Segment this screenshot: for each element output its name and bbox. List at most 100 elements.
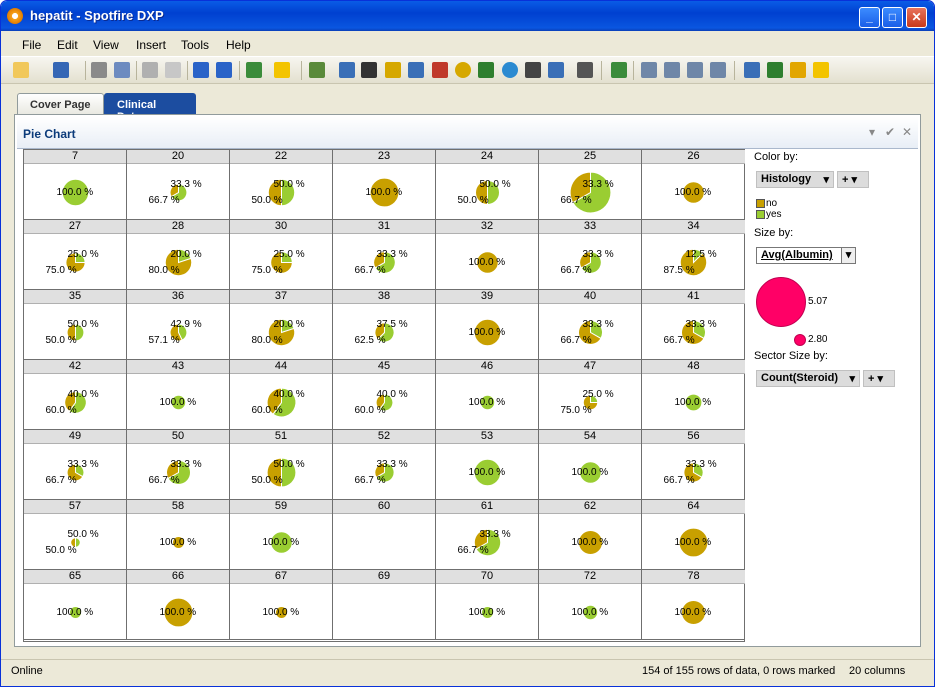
map-chart-icon[interactable] (502, 62, 518, 78)
pie-chart[interactable] (24, 304, 127, 359)
pie-chart[interactable] (539, 234, 642, 289)
pie-slice-no[interactable] (275, 606, 288, 619)
pie-slice-no[interactable] (678, 527, 709, 558)
pie-chart[interactable] (436, 584, 539, 639)
pie-slice-yes[interactable] (378, 393, 394, 412)
pie-slice-no[interactable] (369, 177, 400, 208)
reset-icon[interactable] (246, 62, 262, 78)
trellis-panel[interactable]: 57 50.0 % 50.0 % (24, 500, 127, 570)
menu-edit[interactable]: Edit (57, 38, 78, 52)
pie-chart[interactable] (642, 514, 745, 569)
pie-slice-yes[interactable] (167, 459, 191, 485)
trellis-pie-grid[interactable]: 7 100.0 % 20 33.3 % 66.7 % 22 50.0 % 50.0 % 23 10… (23, 149, 745, 642)
text-area-icon[interactable] (577, 62, 593, 78)
pie-slice-yes[interactable] (487, 179, 500, 206)
pie-slice-no[interactable] (169, 323, 183, 342)
trellis-panel[interactable]: 34 12.5 % 87.5 % (642, 220, 745, 290)
trellis-panel[interactable]: 48 100.0 % (642, 360, 745, 430)
pie-slice-no[interactable] (70, 537, 76, 548)
trellis-panel[interactable]: 42 40.0 % 60.0 % (24, 360, 127, 430)
pie-slice-no[interactable] (475, 179, 488, 206)
tag-icon[interactable] (790, 62, 806, 78)
trellis-panel[interactable]: 25 33.3 % 66.7 % (539, 150, 642, 220)
pie-chart[interactable] (539, 164, 642, 219)
pie-slice-yes[interactable] (375, 462, 395, 483)
box-plot-icon[interactable] (525, 62, 541, 78)
pie-slice-yes[interactable] (377, 322, 395, 343)
redo-icon[interactable] (216, 62, 232, 78)
pie-slice-yes[interactable] (479, 394, 496, 411)
pie-slice-no[interactable] (681, 319, 705, 345)
trellis-panel[interactable]: 40 33.3 % 66.7 % (539, 290, 642, 360)
trellis-panel[interactable]: 65 100.0 % (24, 570, 127, 640)
pie-chart[interactable] (333, 234, 436, 289)
pie-chart[interactable] (642, 444, 745, 499)
pie-slice-yes[interactable] (579, 461, 602, 484)
trellis-panel[interactable]: 45 40.0 % 60.0 % (333, 360, 436, 430)
pie-slice-no[interactable] (267, 178, 282, 207)
trellis-panel[interactable]: 24 50.0 % 50.0 % (436, 150, 539, 220)
pie-slice-yes[interactable] (68, 391, 87, 414)
pie-slice-no[interactable] (681, 600, 706, 625)
trellis-panel[interactable]: 23 100.0 % (333, 150, 436, 220)
save-icon[interactable] (53, 62, 69, 78)
pie-chart[interactable] (436, 444, 539, 499)
viz-close-icon[interactable]: ✕ (902, 125, 913, 139)
pie-slice-yes[interactable] (272, 387, 297, 418)
pie-slice-no[interactable] (679, 248, 708, 277)
trellis-panel[interactable]: 58 100.0 % (127, 500, 230, 570)
pie-slice-yes[interactable] (69, 606, 82, 619)
pie-chart[interactable] (642, 234, 745, 289)
trellis-panel[interactable]: 70 100.0 % (436, 570, 539, 640)
pie-slice-yes[interactable] (582, 604, 599, 621)
pie-slice-yes[interactable] (281, 178, 296, 207)
pie-chart[interactable] (642, 304, 745, 359)
pie-chart[interactable] (642, 374, 745, 429)
trellis-panel[interactable]: 61 33.3 % 66.7 % (436, 500, 539, 570)
combination-chart-icon[interactable] (432, 62, 448, 78)
pie-slice-no[interactable] (579, 251, 591, 269)
pie-chart[interactable] (24, 584, 127, 639)
maximize-button[interactable]: □ (882, 7, 903, 28)
copy-icon[interactable] (142, 62, 158, 78)
trellis-panel[interactable]: 78 100.0 % (642, 570, 745, 640)
trellis-panel[interactable]: 27 25.0 % 75.0 % (24, 220, 127, 290)
close-button[interactable]: ✕ (906, 7, 927, 28)
size-by-selector[interactable]: Avg(Albumin) ▾ (756, 247, 856, 264)
pie-chart[interactable] (24, 444, 127, 499)
pie-slice-no[interactable] (270, 251, 293, 274)
pie-chart[interactable] (333, 444, 436, 499)
sector-by-add-button[interactable]: + ▾ (863, 370, 895, 387)
color-by-add-button[interactable]: + ▾ (837, 171, 869, 188)
pie-slice-no[interactable] (266, 387, 282, 415)
pie-slice-yes[interactable] (481, 606, 494, 619)
trellis-panel[interactable]: 46 100.0 % (436, 360, 539, 430)
pie-chart[interactable] (24, 374, 127, 429)
trellis-panel[interactable]: 69 (333, 570, 436, 640)
menu-insert[interactable]: Insert (136, 38, 167, 52)
pie-slice-no[interactable] (578, 319, 602, 345)
pie-slice-yes[interactable] (170, 394, 187, 411)
trellis-panel[interactable]: 66 100.0 % (127, 570, 230, 640)
pie-chart[interactable] (127, 514, 230, 569)
pie-slice-yes[interactable] (473, 458, 502, 487)
summary-table-icon[interactable] (548, 62, 564, 78)
pie-slice-no[interactable] (66, 463, 84, 482)
sector-by-selector[interactable]: Count(Steroid) ▾ (756, 370, 860, 387)
pie-slice-yes[interactable] (75, 323, 85, 342)
pie-slice-no[interactable] (266, 457, 282, 488)
viz-menu-icon[interactable]: ▾ (869, 125, 876, 139)
pie-slice-no[interactable] (375, 393, 385, 410)
pie-chart[interactable] (436, 234, 539, 289)
open-folder-icon[interactable] (13, 62, 29, 78)
undo-icon[interactable] (193, 62, 209, 78)
trellis-panel[interactable]: 20 33.3 % 66.7 % (127, 150, 230, 220)
trellis-panel[interactable]: 30 25.0 % 75.0 % (230, 220, 333, 290)
tab-clinical-data[interactable]: Clinical Data (104, 93, 196, 123)
pie-chart[interactable] (230, 374, 333, 429)
menu-file[interactable]: File (22, 38, 42, 52)
trellis-panel[interactable]: 64 100.0 % (642, 500, 745, 570)
trellis-panel[interactable]: 59 100.0 % (230, 500, 333, 570)
bookmark-icon[interactable] (274, 62, 290, 78)
trellis-panel[interactable]: 54 100.0 % (539, 430, 642, 500)
